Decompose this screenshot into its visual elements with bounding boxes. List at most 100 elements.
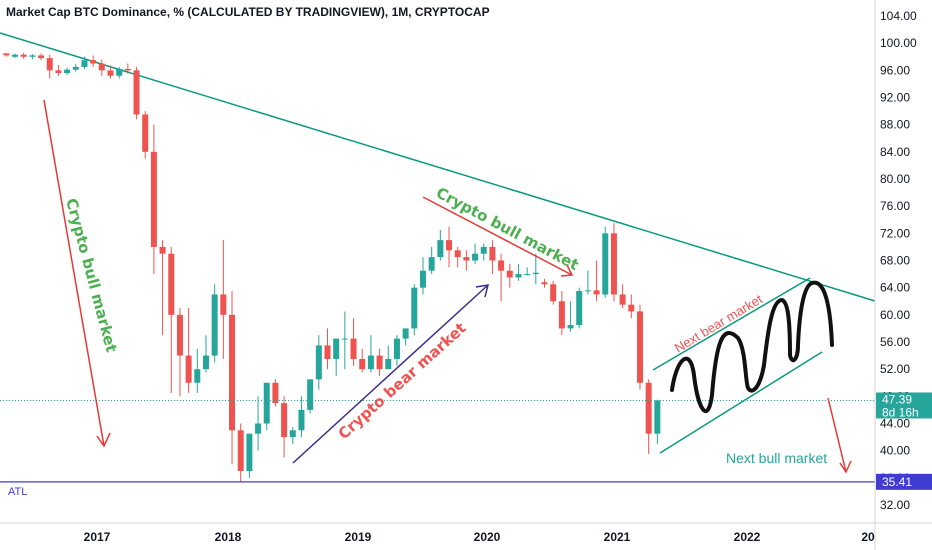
red-arrow-left-head	[96, 432, 111, 448]
y-tick-label: 84.00	[880, 145, 910, 159]
candle	[402, 328, 409, 346]
candle	[202, 335, 209, 373]
candle-body	[220, 294, 227, 315]
red-arrow-top-head	[560, 264, 574, 277]
candle	[263, 382, 270, 431]
candle-body	[619, 294, 626, 305]
candle-body	[3, 53, 10, 56]
annotation-crypto-bull-market-left: Crypto bull market	[62, 196, 120, 354]
candle-body	[532, 272, 539, 275]
candle	[289, 426, 296, 444]
candle-body	[324, 345, 331, 359]
atl-label: ATL	[8, 486, 27, 498]
candle-body	[315, 345, 322, 380]
candle-body	[558, 301, 565, 329]
candle	[315, 335, 322, 390]
candle	[463, 250, 470, 271]
projection-scribble	[670, 280, 834, 414]
candle-body	[411, 287, 418, 329]
candle	[272, 379, 279, 407]
candle-body	[150, 151, 157, 247]
candle-body	[194, 369, 201, 383]
candle-body	[90, 60, 97, 64]
candle-body	[333, 338, 340, 359]
y-tick-label: 104.00	[880, 9, 917, 23]
candle	[350, 318, 357, 366]
candle	[142, 111, 149, 159]
candle-body	[263, 382, 270, 424]
candle-body	[281, 403, 288, 438]
candle	[498, 253, 505, 302]
trendlines	[0, 32, 876, 454]
candle-body	[428, 257, 435, 271]
price-axis-bg	[875, 0, 932, 550]
candle	[246, 433, 253, 478]
channel-lower-line	[659, 351, 823, 454]
candle-body	[116, 68, 123, 76]
candle	[619, 284, 626, 309]
candle-body	[367, 355, 374, 370]
candle-body	[472, 253, 479, 261]
candle-body	[229, 314, 236, 431]
candle-body	[350, 338, 357, 359]
red-arrow-right-head	[839, 460, 852, 474]
candle	[64, 67, 71, 76]
candle	[46, 54, 53, 79]
candle	[602, 226, 609, 298]
x-tick-label: 2018	[215, 530, 242, 544]
candle-body	[515, 274, 522, 278]
x-tick-label: 20	[861, 530, 875, 544]
candle-body	[393, 338, 400, 359]
candle	[567, 301, 574, 332]
candle-body	[480, 246, 487, 254]
blue-arrow-head	[475, 284, 490, 298]
candle-body	[176, 314, 183, 356]
candle-body	[272, 382, 279, 404]
candle	[454, 246, 461, 268]
candle	[593, 260, 600, 302]
candle	[411, 284, 418, 336]
annotation-crypto-bear-market: Crypto bear market	[335, 319, 470, 443]
candle	[428, 246, 435, 275]
candle	[333, 338, 340, 376]
candle-body	[211, 294, 218, 356]
candle	[81, 56, 88, 69]
candle-body	[124, 68, 131, 71]
red-arrow-top	[422, 196, 573, 276]
red-arrow-right	[827, 397, 847, 473]
candle-body	[498, 260, 505, 271]
candle-body	[376, 355, 383, 370]
candle	[229, 291, 236, 465]
y-tick-label: 92.00	[880, 91, 910, 105]
y-tick-label: 100.00	[880, 36, 917, 50]
candle-body	[645, 382, 652, 434]
candle-body	[98, 63, 105, 71]
candle-body	[159, 246, 166, 254]
candle	[437, 229, 444, 261]
candle	[584, 270, 591, 295]
candle	[376, 348, 383, 376]
candle	[98, 59, 105, 76]
candle	[72, 64, 79, 72]
candle	[654, 399, 661, 444]
candle-body	[463, 257, 470, 261]
candle	[645, 379, 652, 455]
candle-body	[602, 233, 609, 295]
x-tick-label: 2017	[84, 530, 111, 544]
candle	[610, 223, 617, 302]
candle	[176, 308, 183, 397]
candle-body	[636, 311, 643, 383]
candle-body	[550, 284, 557, 302]
candle	[281, 396, 288, 458]
descending-trendline	[0, 32, 876, 302]
annotation-next-bull-market: Next bull market	[726, 450, 827, 466]
y-tick-label: 32.00	[880, 498, 910, 512]
candle	[150, 124, 157, 275]
annotation-crypto-bull-market-top: Crypto bull market	[433, 184, 581, 274]
candle-body	[81, 60, 88, 67]
time-axis[interactable]: 2017 2018 2019 2020 2021 2022 20	[84, 530, 875, 544]
candle	[636, 304, 643, 390]
candle	[628, 294, 635, 319]
candle-body	[29, 55, 36, 57]
